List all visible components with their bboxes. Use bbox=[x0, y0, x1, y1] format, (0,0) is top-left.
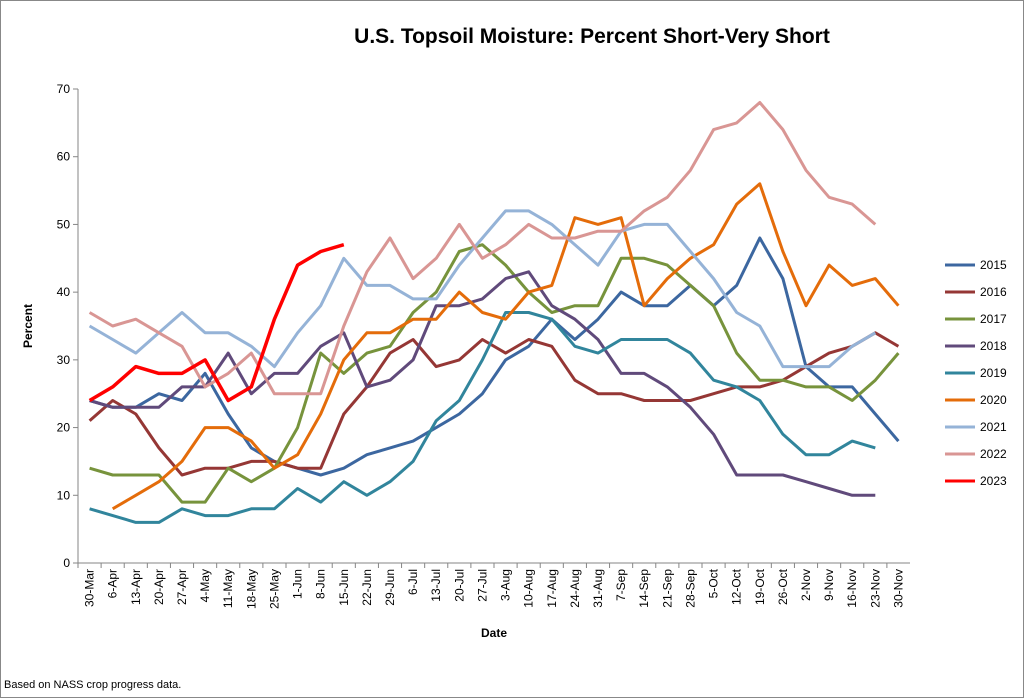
x-tick-label: 20-Apr bbox=[152, 569, 166, 605]
x-tick-label: 28-Sep bbox=[683, 569, 697, 608]
x-tick-label: 31-Aug bbox=[591, 569, 605, 608]
series-line bbox=[88, 331, 900, 477]
x-tick-label: 26-Oct bbox=[776, 568, 790, 605]
x-tick-label: 25-May bbox=[267, 569, 281, 609]
x-tick-label: 5-Oct bbox=[707, 568, 721, 598]
y-tick-label: 20 bbox=[57, 421, 71, 435]
x-tick-label: 13-Jul bbox=[429, 569, 443, 602]
x-tick-label: 10-Aug bbox=[522, 569, 536, 608]
x-tick-label: 9-Nov bbox=[822, 569, 836, 601]
x-tick-label: 2-Nov bbox=[799, 569, 813, 601]
x-tick-label: 15-Jun bbox=[337, 569, 351, 606]
x-tick-label: 17-Aug bbox=[545, 569, 559, 608]
x-tick-label: 12-Oct bbox=[730, 568, 744, 605]
series-line bbox=[89, 243, 900, 504]
series-line bbox=[89, 270, 876, 497]
x-tick-label: 27-Jul bbox=[475, 569, 489, 602]
series-line bbox=[89, 311, 876, 524]
x-tick-label: 3-Aug bbox=[499, 569, 513, 601]
y-tick-label: 70 bbox=[57, 82, 71, 96]
x-axis-label: Date bbox=[481, 626, 507, 640]
legend-label: 2020 bbox=[980, 393, 1007, 407]
y-tick-label: 50 bbox=[57, 217, 71, 231]
x-tick-label: 22-Jun bbox=[360, 569, 374, 606]
x-tick-label: 30-Mar bbox=[83, 569, 97, 607]
legend-label: 2015 bbox=[980, 258, 1007, 272]
legend-label: 2023 bbox=[980, 474, 1007, 488]
x-tick-label: 29-Jun bbox=[383, 569, 397, 606]
series-line bbox=[88, 209, 877, 369]
series-line bbox=[88, 243, 345, 403]
x-tick-label: 18-May bbox=[244, 569, 258, 609]
legend-label: 2019 bbox=[980, 366, 1007, 380]
chart-title: U.S. Topsoil Moisture: Percent Short-Ver… bbox=[354, 25, 830, 48]
y-axis-label: Percent bbox=[21, 304, 35, 348]
series-line bbox=[88, 101, 877, 396]
series-line bbox=[111, 182, 900, 511]
x-tick-label: 7-Sep bbox=[614, 569, 628, 601]
legend-label: 2022 bbox=[980, 447, 1007, 461]
x-tick-label: 1-Jun bbox=[291, 569, 305, 599]
x-tick-label: 8-Jun bbox=[314, 569, 328, 599]
legend-label: 2017 bbox=[980, 312, 1007, 326]
x-tick-label: 14-Sep bbox=[637, 569, 651, 608]
legend-label: 2016 bbox=[980, 285, 1007, 299]
x-tick-label: 19-Oct bbox=[753, 568, 767, 605]
x-tick-label: 24-Aug bbox=[568, 569, 582, 608]
x-tick-label: 30-Nov bbox=[891, 569, 905, 608]
x-tick-label: 21-Sep bbox=[660, 569, 674, 608]
legend-label: 2021 bbox=[980, 420, 1007, 434]
x-tick-label: 6-Jul bbox=[406, 569, 420, 595]
y-tick-label: 60 bbox=[57, 150, 71, 164]
y-tick-label: 10 bbox=[57, 488, 71, 502]
x-tick-label: 16-Nov bbox=[845, 569, 859, 608]
x-tick-label: 20-Jul bbox=[452, 569, 466, 602]
y-tick-label: 40 bbox=[57, 285, 71, 299]
footnote: Based on NASS crop progress data. bbox=[4, 679, 181, 691]
x-tick-label: 27-Apr bbox=[175, 569, 189, 605]
x-tick-label: 23-Nov bbox=[868, 569, 882, 608]
series-line bbox=[89, 236, 900, 477]
y-tick-label: 0 bbox=[63, 556, 70, 570]
x-tick-label: 11-May bbox=[221, 569, 235, 608]
x-tick-label: 13-Apr bbox=[129, 569, 143, 605]
x-tick-label: 4-May bbox=[198, 569, 212, 602]
y-tick-label: 30 bbox=[57, 353, 71, 367]
legend-label: 2018 bbox=[980, 339, 1007, 353]
x-tick-label: 6-Apr bbox=[106, 569, 120, 598]
